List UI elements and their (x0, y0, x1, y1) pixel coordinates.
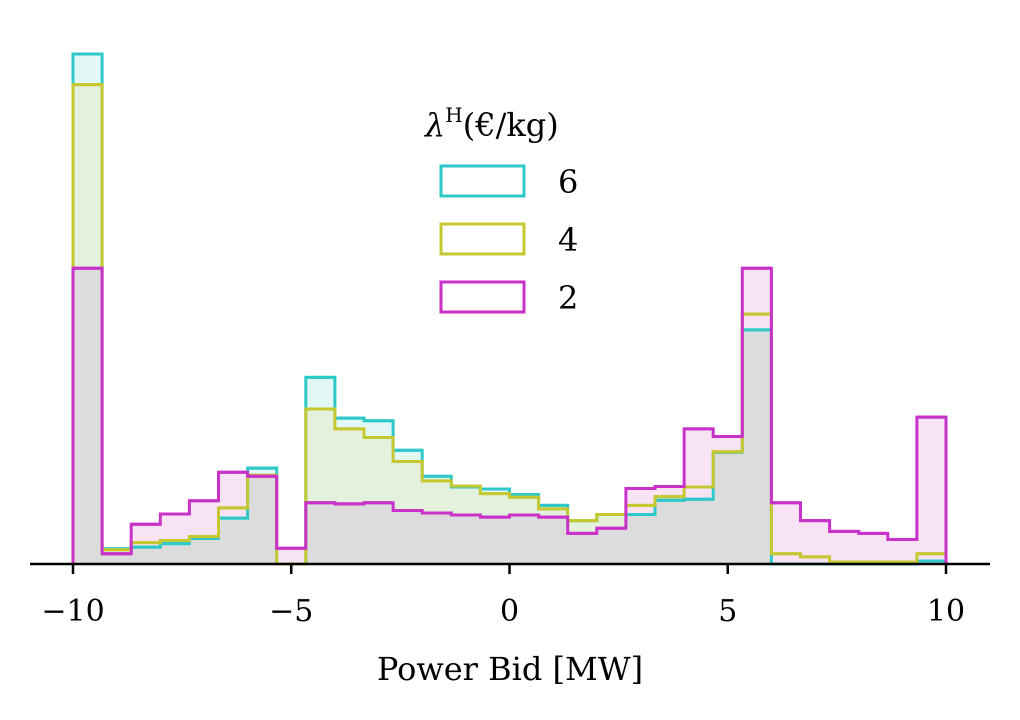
x-tick-label-3: 5 (718, 594, 737, 629)
overlap-fill (73, 268, 946, 564)
histogram-overlap-fill (73, 268, 946, 564)
x-tick-label-2: 0 (500, 594, 519, 629)
legend-title-superscript: H (445, 103, 462, 127)
legend-title: λH(€/kg) (423, 103, 559, 144)
legend-label-2: 2 (558, 279, 578, 317)
legend-swatch-2 (439, 280, 526, 314)
x-tick-label-4: 10 (927, 594, 965, 629)
legend-title-unit: (€/kg) (463, 106, 559, 144)
legend: λH(€/kg) 6 4 2 (423, 103, 578, 317)
legend-swatch-4 (439, 222, 526, 256)
x-axis-label: Power Bid [MW] (377, 650, 643, 688)
legend-label-4: 4 (558, 221, 578, 259)
x-tick-label-1: −5 (269, 594, 313, 629)
legend-swatch-6 (439, 164, 526, 198)
x-tick-label-0: −10 (41, 594, 104, 629)
x-axis-ticks: −10 −5 0 5 10 (41, 564, 965, 629)
legend-label-6: 6 (558, 163, 578, 201)
legend-title-symbol: λ (423, 106, 445, 144)
histogram-step-lines (71, 52, 948, 566)
